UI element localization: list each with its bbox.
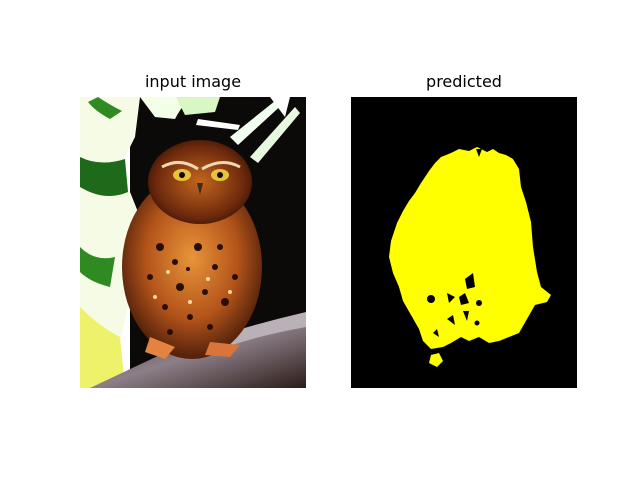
predicted-title: predicted <box>426 72 502 91</box>
input-image-title: input image <box>144 72 242 91</box>
owl-photo <box>80 97 306 388</box>
input-image <box>80 97 306 388</box>
predicted-mask <box>351 97 577 388</box>
segmentation-mask <box>351 97 577 388</box>
